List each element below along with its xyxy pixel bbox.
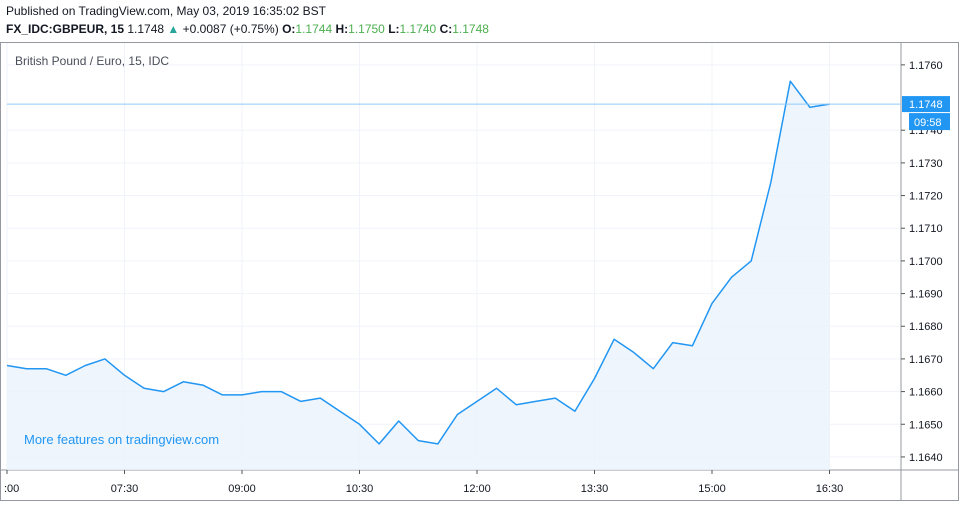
last-price-label-bg bbox=[902, 96, 950, 113]
last-price: 1.1748 bbox=[127, 22, 165, 36]
y-tick-label: 1.1680 bbox=[909, 321, 943, 333]
low-label: L: bbox=[388, 22, 400, 36]
up-arrow-icon: ▲ bbox=[167, 22, 180, 36]
y-tick-label: 1.1640 bbox=[909, 452, 943, 464]
y-tick-label: 1.1720 bbox=[909, 191, 943, 203]
symbol-name: FX_IDC:GBPEUR, 15 bbox=[6, 22, 125, 36]
y-tick-label: 1.1670 bbox=[909, 354, 943, 366]
x-tick-label: 07:30 bbox=[111, 483, 139, 495]
countdown-label: 09:58 bbox=[914, 117, 942, 129]
y-tick-label: 1.1710 bbox=[909, 223, 943, 235]
last-price-label: 1.1748 bbox=[909, 99, 943, 111]
close-label: C: bbox=[439, 22, 453, 36]
countdown-label-bg bbox=[909, 113, 950, 131]
price-change: +0.0087 (+0.75%) bbox=[182, 22, 279, 36]
symbol-header: FX_IDC:GBPEUR, 15 1.1748 ▲ +0.0087 (+0.7… bbox=[6, 22, 489, 36]
close-value: 1.1748 bbox=[452, 22, 489, 36]
y-tick-label: 1.1650 bbox=[909, 419, 943, 431]
chart-frame bbox=[0, 42, 959, 501]
y-tick-label: 1.1760 bbox=[909, 60, 943, 72]
open-value: 1.1744 bbox=[295, 22, 333, 36]
area-fill bbox=[7, 81, 830, 470]
y-tick-label: 1.1700 bbox=[909, 256, 943, 268]
x-tick-label: :00 bbox=[4, 483, 19, 495]
watermark-link: More features on tradingview.com bbox=[24, 432, 219, 447]
y-tick-label: 1.1690 bbox=[909, 289, 943, 301]
chart-title: British Pound / Euro, 15, IDC bbox=[15, 54, 169, 68]
x-tick-label: 10:30 bbox=[346, 483, 374, 495]
price-line[interactable] bbox=[6, 80, 830, 445]
x-tick-label: 15:00 bbox=[698, 483, 726, 495]
y-tick-label: 1.1730 bbox=[909, 158, 943, 170]
x-tick-label: 13:30 bbox=[581, 483, 609, 495]
open-label: O: bbox=[282, 22, 296, 36]
x-tick-label: 16:30 bbox=[816, 483, 844, 495]
y-tick-label: 1.1660 bbox=[909, 387, 943, 399]
x-tick-label: 09:00 bbox=[228, 483, 256, 495]
x-tick-label: 12:00 bbox=[463, 483, 491, 495]
low-value: 1.1740 bbox=[399, 22, 437, 36]
published-caption: Published on TradingView.com, May 03, 20… bbox=[6, 4, 326, 18]
high-value: 1.1750 bbox=[348, 22, 385, 36]
high-label: H: bbox=[335, 22, 349, 36]
